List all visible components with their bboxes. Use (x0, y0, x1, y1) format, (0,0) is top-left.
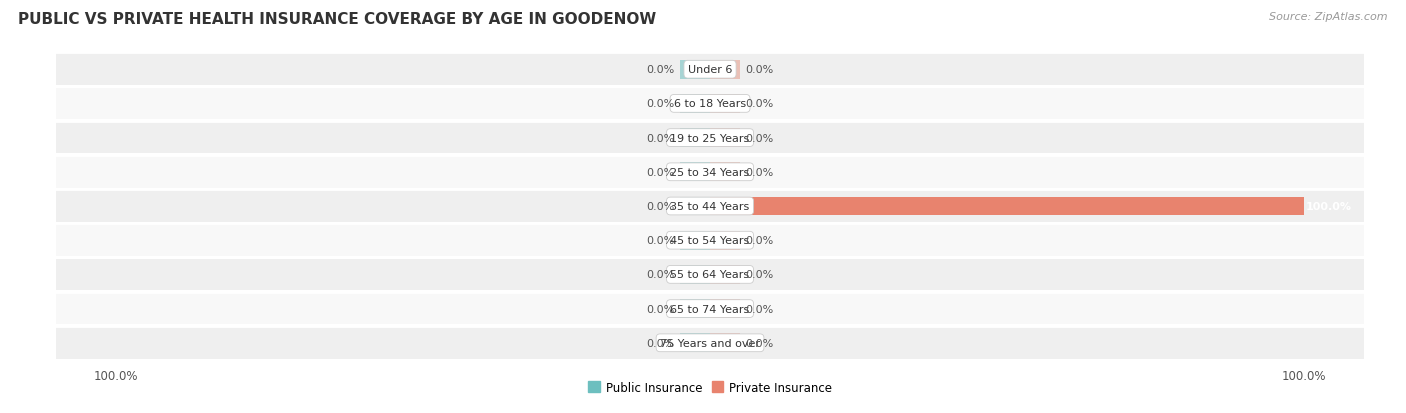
Bar (681, 163, 710, 182)
Text: 45 to 54 Years: 45 to 54 Years (671, 236, 749, 246)
Text: 0.0%: 0.0% (647, 65, 675, 75)
Bar (56, 55, 1364, 86)
Text: 65 to 74 Years: 65 to 74 Years (671, 304, 749, 314)
Bar (681, 299, 710, 318)
Bar (710, 197, 1305, 216)
Bar (710, 129, 740, 148)
Text: 0.0%: 0.0% (745, 338, 773, 348)
Bar (710, 95, 740, 114)
Bar (56, 88, 1364, 120)
Text: 35 to 44 Years: 35 to 44 Years (671, 202, 749, 211)
Bar (710, 265, 740, 284)
Bar (56, 259, 1364, 290)
Text: 0.0%: 0.0% (745, 270, 773, 280)
Text: PUBLIC VS PRIVATE HEALTH INSURANCE COVERAGE BY AGE IN GOODENOW: PUBLIC VS PRIVATE HEALTH INSURANCE COVER… (18, 12, 657, 27)
Text: 0.0%: 0.0% (745, 133, 773, 143)
Legend: Public Insurance, Private Insurance: Public Insurance, Private Insurance (583, 376, 837, 399)
Text: 0.0%: 0.0% (647, 133, 675, 143)
Text: 19 to 25 Years: 19 to 25 Years (671, 133, 749, 143)
Text: 0.0%: 0.0% (745, 167, 773, 177)
Text: 0.0%: 0.0% (647, 338, 675, 348)
Text: 0.0%: 0.0% (647, 236, 675, 246)
Text: 0.0%: 0.0% (745, 304, 773, 314)
Bar (710, 299, 740, 318)
Text: 0.0%: 0.0% (647, 202, 675, 211)
Text: 0.0%: 0.0% (647, 99, 675, 109)
Bar (56, 225, 1364, 256)
Bar (681, 129, 710, 148)
Text: 6 to 18 Years: 6 to 18 Years (673, 99, 747, 109)
Text: 55 to 64 Years: 55 to 64 Years (671, 270, 749, 280)
Text: 0.0%: 0.0% (647, 304, 675, 314)
Text: 0.0%: 0.0% (745, 236, 773, 246)
Text: Source: ZipAtlas.com: Source: ZipAtlas.com (1270, 12, 1388, 22)
Text: 100.0%: 100.0% (1306, 202, 1353, 211)
Bar (681, 95, 710, 114)
Bar (56, 123, 1364, 154)
Text: 0.0%: 0.0% (745, 65, 773, 75)
Text: 0.0%: 0.0% (647, 270, 675, 280)
Bar (710, 334, 740, 352)
Text: 75 Years and over: 75 Years and over (659, 338, 761, 348)
Bar (710, 163, 740, 182)
Text: 0.0%: 0.0% (745, 99, 773, 109)
Bar (56, 157, 1364, 188)
Bar (56, 191, 1364, 222)
Bar (710, 61, 740, 79)
Text: 25 to 34 Years: 25 to 34 Years (671, 167, 749, 177)
Bar (56, 327, 1364, 358)
Bar (681, 334, 710, 352)
Bar (681, 61, 710, 79)
Bar (681, 231, 710, 250)
Bar (681, 265, 710, 284)
Bar (681, 197, 710, 216)
Text: Under 6: Under 6 (688, 65, 733, 75)
Bar (56, 293, 1364, 325)
Bar (710, 231, 740, 250)
Text: 0.0%: 0.0% (647, 167, 675, 177)
